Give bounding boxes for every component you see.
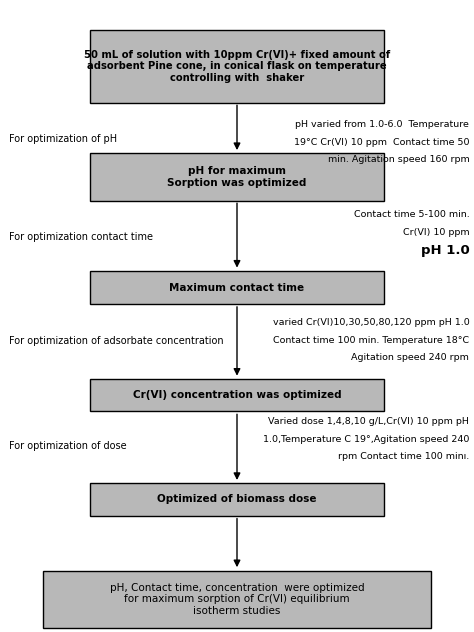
Text: 1.0,Temperature C 19°,Agitation speed 240: 1.0,Temperature C 19°,Agitation speed 24… bbox=[263, 435, 469, 444]
Text: Varied dose 1,4,8,10 g/L,Cr(VI) 10 ppm pH: Varied dose 1,4,8,10 g/L,Cr(VI) 10 ppm p… bbox=[268, 417, 469, 426]
FancyBboxPatch shape bbox=[90, 483, 384, 516]
Text: Agitation speed 240 rpm: Agitation speed 240 rpm bbox=[351, 353, 469, 362]
Text: varied Cr(VI)10,30,50,80,120 ppm pH 1.0: varied Cr(VI)10,30,50,80,120 ppm pH 1.0 bbox=[273, 318, 469, 327]
Text: pH varied from 1.0-6.0  Temperature: pH varied from 1.0-6.0 Temperature bbox=[295, 120, 469, 129]
Text: For optimization contact time: For optimization contact time bbox=[9, 232, 154, 242]
Text: Contact time 5-100 min.: Contact time 5-100 min. bbox=[354, 210, 469, 219]
Text: Optimized of biomass dose: Optimized of biomass dose bbox=[157, 494, 317, 504]
FancyBboxPatch shape bbox=[90, 271, 384, 304]
Text: 19°C Cr(VI) 10 ppm  Contact time 50: 19°C Cr(VI) 10 ppm Contact time 50 bbox=[294, 138, 469, 147]
Text: pH for maximum
Sorption was optimized: pH for maximum Sorption was optimized bbox=[167, 166, 307, 188]
FancyBboxPatch shape bbox=[43, 571, 431, 628]
Text: Cr(VI) concentration was optimized: Cr(VI) concentration was optimized bbox=[133, 390, 341, 400]
Text: For optimization of pH: For optimization of pH bbox=[9, 134, 118, 144]
Text: Maximum contact time: Maximum contact time bbox=[169, 283, 305, 293]
Text: 50 mL of solution with 10ppm Cr(VI)+ fixed amount of
adsorbent Pine cone, in con: 50 mL of solution with 10ppm Cr(VI)+ fix… bbox=[84, 50, 390, 83]
Text: For optimization of adsorbate concentration: For optimization of adsorbate concentrat… bbox=[9, 336, 224, 346]
Text: Contact time 100 min. Temperature 18°C: Contact time 100 min. Temperature 18°C bbox=[273, 336, 469, 344]
Text: rpm Contact time 100 minı.: rpm Contact time 100 minı. bbox=[338, 453, 469, 461]
Text: pH, Contact time, concentration  were optimized
for maximum sorption of Cr(VI) e: pH, Contact time, concentration were opt… bbox=[109, 583, 365, 616]
FancyBboxPatch shape bbox=[90, 154, 384, 201]
Text: pH 1.0: pH 1.0 bbox=[420, 244, 469, 257]
Text: min. Agitation speed 160 rpm: min. Agitation speed 160 rpm bbox=[328, 155, 469, 164]
FancyBboxPatch shape bbox=[90, 379, 384, 411]
Text: Cr(VI) 10 ppm: Cr(VI) 10 ppm bbox=[402, 228, 469, 237]
Text: For optimization of dose: For optimization of dose bbox=[9, 441, 127, 451]
FancyBboxPatch shape bbox=[90, 30, 384, 102]
